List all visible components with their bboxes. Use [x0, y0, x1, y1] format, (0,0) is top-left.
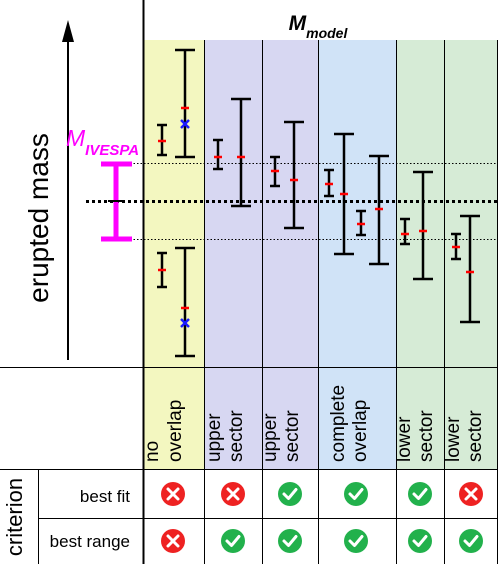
reference-label-sub: IVESPA: [85, 142, 139, 159]
reference-label: MIVESPA: [66, 125, 139, 159]
error-bar: [175, 246, 195, 358]
y-axis-arrow-head: [62, 20, 74, 42]
error-bar: [180, 119, 190, 129]
pass-check-icon: [408, 529, 432, 553]
bg-upper-sector-1: [205, 40, 262, 470]
error-bar: [460, 214, 480, 324]
error-bar: [324, 168, 334, 198]
error-bar: [175, 48, 195, 159]
bg-complete-overlap: [318, 40, 396, 470]
column-label-line: overlap: [165, 400, 186, 462]
column-label-line: upper: [260, 413, 281, 462]
bg-no-overlap: [144, 40, 204, 470]
model-error-bars: [157, 48, 480, 358]
column-label-line: sector: [416, 410, 437, 462]
y-axis-label: erupted mass: [23, 133, 54, 303]
criteria-icons: [161, 482, 483, 553]
reference-lines: [86, 163, 498, 240]
fail-cross-icon: [221, 482, 245, 506]
bg-lower-sector-1: [396, 40, 444, 470]
error-bar: [180, 318, 190, 328]
outside-marker-icon: [180, 318, 190, 328]
column-label-line: lower: [394, 416, 415, 462]
pass-check-icon: [408, 482, 432, 506]
pass-check-icon: [221, 529, 245, 553]
pass-check-icon: [278, 529, 302, 553]
criterion-row-label-best-range: best range: [50, 532, 130, 551]
pass-check-icon: [344, 529, 368, 553]
pass-check-icon: [278, 482, 302, 506]
model-header-main: M: [289, 12, 307, 35]
column-label-line: sector: [226, 410, 247, 462]
model-header-sub: model: [306, 25, 348, 41]
fail-cross-icon: [161, 482, 185, 506]
column-label-line: complete: [328, 385, 349, 462]
model-header: Mmodel: [289, 12, 349, 41]
column-label-line: overlap: [350, 400, 371, 462]
error-bar: [270, 155, 280, 188]
column-label-line: upper: [204, 413, 225, 462]
bg-upper-sector-2: [262, 40, 318, 470]
column-label-line: sector: [282, 410, 303, 462]
criterion-side-label: criterion: [2, 478, 27, 556]
error-bar: [334, 132, 354, 256]
error-bar: [356, 209, 366, 237]
error-bar: [369, 154, 389, 266]
error-bar: [400, 217, 410, 246]
column-label-line: no: [142, 441, 163, 462]
error-bar: [284, 120, 304, 230]
reference-label-main: M: [66, 125, 86, 151]
error-bar: [231, 97, 251, 208]
error-bar: [157, 123, 167, 157]
pass-check-icon: [344, 482, 368, 506]
outside-marker-icon: [180, 119, 190, 129]
error-bar: [157, 251, 167, 289]
column-label-line: sector: [465, 410, 486, 462]
fail-cross-icon: [459, 482, 483, 506]
column-label-line: lower: [443, 416, 464, 462]
error-bar: [451, 232, 461, 261]
column-labels: no overlap upper sector upper sector complete o…: [142, 385, 486, 462]
error-bar: [413, 170, 433, 281]
error-bar: [213, 138, 223, 171]
criterion-row-label-best-fit: best fit: [80, 487, 130, 506]
pass-check-icon: [459, 529, 483, 553]
fail-cross-icon: [161, 529, 185, 553]
